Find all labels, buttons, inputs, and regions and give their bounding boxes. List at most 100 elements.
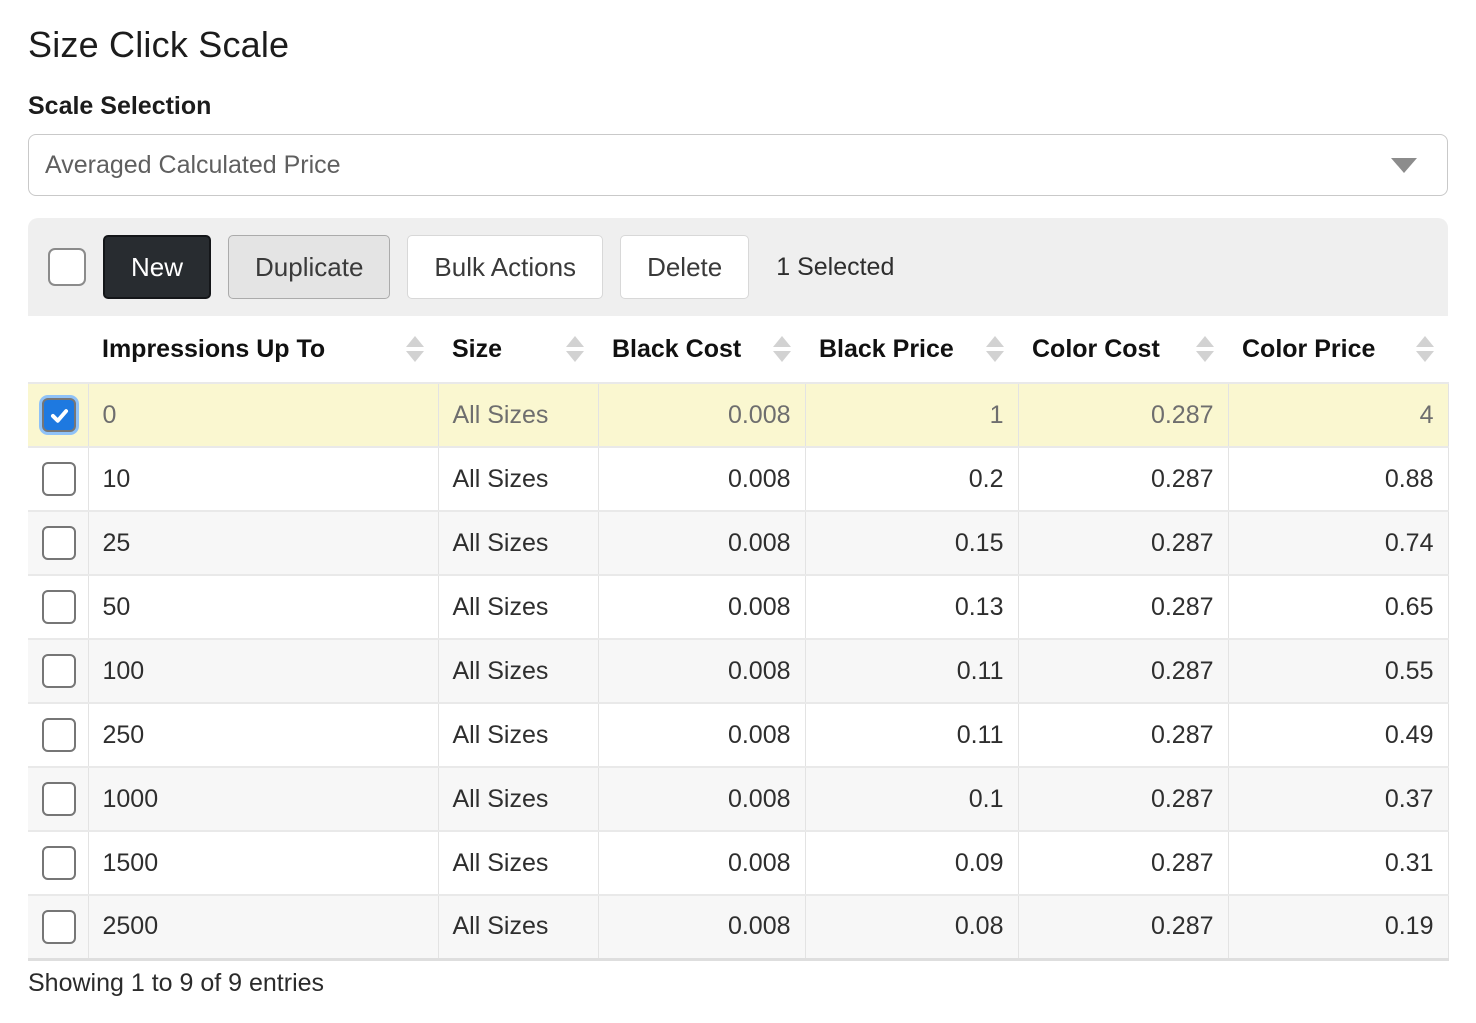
row-checkbox[interactable]: [42, 782, 76, 816]
color-price-cell: 0.49: [1227, 702, 1449, 767]
sort-icon: [986, 336, 1004, 362]
black-price-cell: 0.11: [804, 638, 1018, 703]
table-row: 1500 All Sizes 0.008 0.09 0.287 0.31: [28, 830, 1449, 895]
column-header-label: Size: [452, 334, 503, 363]
color-cost-cell: 0.287: [1017, 766, 1228, 831]
black-price-cell: 0.15: [804, 510, 1018, 575]
table-row: 25 All Sizes 0.008 0.15 0.287 0.74: [28, 510, 1449, 575]
color-price-cell: 0.55: [1227, 638, 1449, 703]
black-cost-cell: 0.008: [597, 638, 805, 703]
sort-icon: [566, 336, 584, 362]
table-header-row: Impressions Up To Size Black Cost Black Pri…: [28, 316, 1448, 383]
column-header-black-cost[interactable]: Black Cost: [598, 316, 805, 383]
color-cost-cell: 0.287: [1017, 894, 1228, 961]
table-row: 50 All Sizes 0.008 0.13 0.287 0.65: [28, 574, 1449, 639]
row-checkbox[interactable]: [42, 909, 76, 944]
impressions-up-to-cell: 0: [87, 382, 438, 447]
impressions-up-to-cell: 250: [87, 702, 438, 767]
column-header-impressions-up-to[interactable]: Impressions Up To: [88, 316, 438, 383]
size-cell: All Sizes: [437, 702, 598, 767]
impressions-up-to-cell: 10: [87, 446, 438, 511]
table-row: 250 All Sizes 0.008 0.11 0.287 0.49: [28, 702, 1449, 767]
column-header-size[interactable]: Size: [438, 316, 598, 383]
black-cost-cell: 0.008: [597, 830, 805, 895]
duplicate-button[interactable]: Duplicate: [228, 235, 391, 299]
select-all-checkbox[interactable]: [48, 248, 86, 286]
bulk-actions-button[interactable]: Bulk Actions: [407, 235, 604, 299]
black-cost-cell: 0.008: [597, 766, 805, 831]
color-cost-cell: 0.287: [1017, 446, 1228, 511]
sort-icon: [773, 336, 791, 362]
impressions-up-to-cell: 100: [87, 638, 438, 703]
color-price-cell: 0.31: [1227, 830, 1449, 895]
column-header-label: Color Price: [1242, 334, 1376, 363]
impressions-up-to-cell: 50: [87, 574, 438, 639]
table-row: 100 All Sizes 0.008 0.11 0.287 0.55: [28, 638, 1449, 703]
row-checkbox[interactable]: [42, 590, 76, 624]
size-cell: All Sizes: [437, 766, 598, 831]
row-checkbox-cell: [28, 830, 88, 895]
page-title: Size Click Scale: [28, 24, 290, 65]
row-checkbox[interactable]: [42, 526, 76, 560]
row-checkbox-cell: [28, 510, 88, 575]
scale-table: Impressions Up To Size Black Cost Black Pri…: [28, 316, 1449, 961]
column-header-black-price[interactable]: Black Price: [805, 316, 1018, 383]
row-checkbox[interactable]: [42, 718, 76, 752]
check-icon: [49, 405, 70, 426]
row-checkbox[interactable]: [42, 846, 76, 880]
scale-selection-value: Averaged Calculated Price: [45, 150, 341, 179]
row-checkbox-cell: [28, 894, 88, 961]
column-header-label: Black Cost: [612, 334, 742, 363]
row-checkbox-cell: [28, 702, 88, 767]
row-checkbox-cell: [28, 574, 88, 639]
toolbar: New Duplicate Bulk Actions Delete 1 Sele…: [28, 218, 1448, 316]
size-cell: All Sizes: [437, 446, 598, 511]
column-header-color-cost[interactable]: Color Cost: [1018, 316, 1228, 383]
impressions-up-to-cell: 25: [87, 510, 438, 575]
color-price-cell: 4: [1227, 382, 1449, 447]
black-cost-cell: 0.008: [597, 446, 805, 511]
chevron-down-icon: [1391, 157, 1417, 173]
column-header-color-price[interactable]: Color Price: [1228, 316, 1448, 383]
size-cell: All Sizes: [437, 510, 598, 575]
color-cost-cell: 0.287: [1017, 638, 1228, 703]
entries-status-text: Showing 1 to 9 of 9 entries: [28, 968, 325, 997]
size-cell: All Sizes: [437, 638, 598, 703]
table-row: 0 All Sizes 0.008 1 0.287 4: [28, 382, 1449, 447]
row-checkbox-cell: [28, 638, 88, 703]
selected-count-text: 1 Selected: [776, 252, 895, 281]
black-price-cell: 0.13: [804, 574, 1018, 639]
row-checkbox[interactable]: [42, 654, 76, 688]
color-price-cell: 0.65: [1227, 574, 1449, 639]
size-cell: All Sizes: [437, 574, 598, 639]
size-cell: All Sizes: [437, 894, 598, 961]
new-button[interactable]: New: [103, 235, 212, 299]
black-price-cell: 0.2: [804, 446, 1018, 511]
scale-selection-label: Scale Selection: [28, 92, 212, 120]
black-cost-cell: 0.008: [597, 894, 805, 961]
delete-button[interactable]: Delete: [620, 235, 750, 299]
black-price-cell: 0.09: [804, 830, 1018, 895]
color-price-cell: 0.88: [1227, 446, 1449, 511]
size-cell: All Sizes: [437, 382, 598, 447]
scale-selection-select[interactable]: Averaged Calculated Price: [28, 134, 1448, 196]
black-price-cell: 1: [804, 382, 1018, 447]
color-price-cell: 0.37: [1227, 766, 1449, 831]
table-row: 1000 All Sizes 0.008 0.1 0.287 0.37: [28, 766, 1449, 831]
black-price-cell: 0.11: [804, 702, 1018, 767]
black-cost-cell: 0.008: [597, 574, 805, 639]
color-price-cell: 0.19: [1227, 894, 1449, 961]
sort-icon: [1196, 336, 1214, 362]
row-checkbox[interactable]: [42, 398, 76, 432]
sort-icon: [406, 336, 424, 362]
impressions-up-to-cell: 1500: [87, 830, 438, 895]
color-cost-cell: 0.287: [1017, 382, 1228, 447]
color-cost-cell: 0.287: [1017, 510, 1228, 575]
table-body: 0 All Sizes 0.008 1 0.287 4 10 All Sizes 0.008 0.…: [28, 382, 1449, 961]
column-header-label: Impressions Up To: [102, 334, 326, 363]
black-price-cell: 0.08: [804, 894, 1018, 961]
row-checkbox[interactable]: [42, 462, 76, 496]
impressions-up-to-cell: 2500: [87, 894, 438, 961]
table-row: 10 All Sizes 0.008 0.2 0.287 0.88: [28, 446, 1449, 511]
color-price-cell: 0.74: [1227, 510, 1449, 575]
